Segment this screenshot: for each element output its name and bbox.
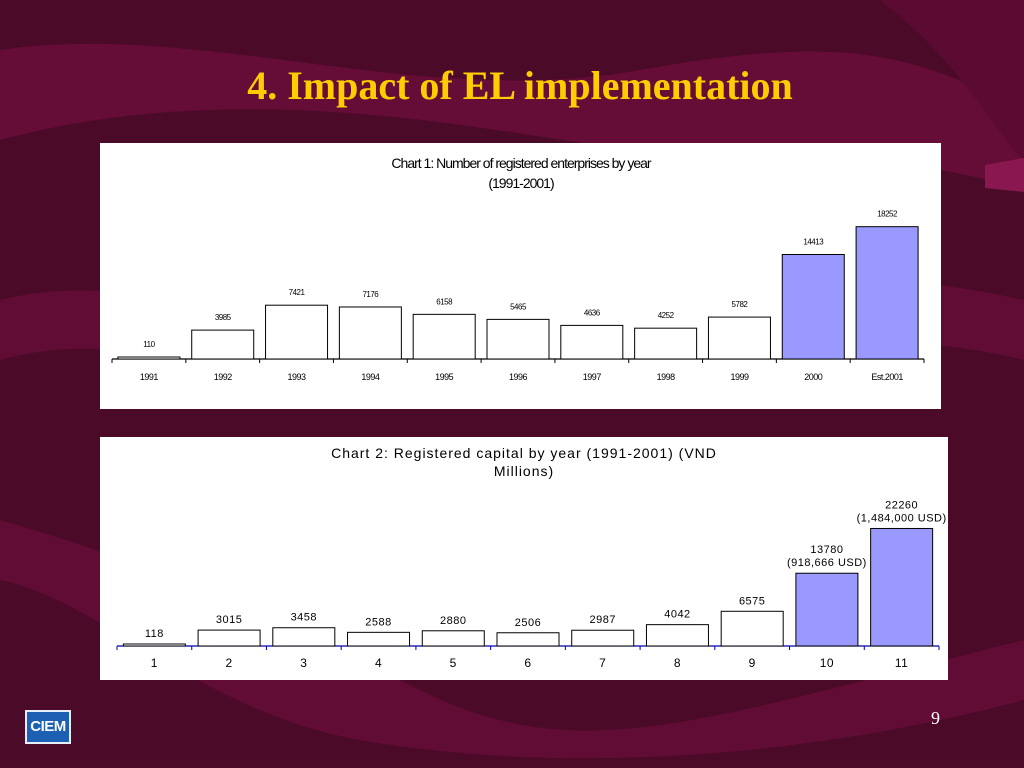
x-tick-label: 10: [820, 656, 834, 670]
data-label: 110: [143, 340, 155, 349]
chart-subtitle: Millions): [494, 463, 554, 479]
data-label: 2506: [515, 617, 541, 629]
bar-1991: [117, 356, 181, 360]
data-label: 13780: [810, 544, 843, 556]
bar-9: [720, 610, 784, 647]
bar-4: [347, 631, 411, 647]
x-tick-label: 8: [674, 656, 681, 670]
data-label: 14413: [803, 238, 824, 247]
bar-est-2001: [855, 226, 919, 360]
data-label: 3985: [215, 313, 232, 322]
data-label: 5465: [510, 302, 527, 311]
chart-subtitle: (1991-2001): [488, 175, 554, 191]
data-label: 4042: [664, 609, 690, 621]
x-tick-label: 2000: [804, 372, 823, 382]
data-label: 6158: [436, 297, 453, 306]
chart-2: Chart 2: Registered capital by year (199…: [116, 445, 947, 670]
x-tick-label: 1: [151, 656, 158, 670]
x-tick-label: 1997: [583, 372, 602, 382]
chart-title: Chart 2: Registered capital by year (199…: [331, 445, 717, 461]
data-label: 3015: [216, 614, 242, 626]
x-tick-label: 5: [450, 656, 457, 670]
bar-5: [421, 630, 485, 647]
data-label-note: (1,484,000 USD): [857, 512, 947, 524]
data-label: 3458: [291, 612, 317, 624]
bar-3: [272, 627, 336, 647]
x-tick-label: 1999: [730, 372, 749, 382]
bar-7: [571, 629, 635, 647]
bar-6: [496, 632, 560, 647]
bar-1992: [191, 329, 255, 360]
x-tick-label: Est.2001: [871, 372, 903, 382]
chart-1: Chart 1: Number of registered enterprise…: [111, 155, 925, 382]
data-label: 22260: [885, 499, 918, 511]
bar-2000: [781, 254, 845, 360]
bar-1997: [560, 324, 624, 360]
x-tick-label: 7: [599, 656, 606, 670]
bar-1993: [265, 304, 329, 360]
data-label: 2588: [365, 616, 391, 628]
x-tick-label: 9: [749, 656, 756, 670]
x-tick-label: 1992: [214, 372, 233, 382]
bar-8: [645, 624, 709, 647]
x-tick-label: 4: [375, 656, 382, 670]
x-tick-label: 1993: [288, 372, 307, 382]
x-tick-label: 1998: [657, 372, 676, 382]
data-label: 6575: [739, 595, 765, 607]
bar-11: [870, 527, 934, 647]
data-label: 7421: [289, 288, 306, 297]
x-tick-label: 1991: [140, 372, 159, 382]
x-tick-label: 6: [524, 656, 531, 670]
x-tick-label: 1996: [509, 372, 528, 382]
data-label: 2987: [589, 614, 615, 626]
bar-1994: [338, 306, 402, 360]
logo-text: CIEM: [30, 718, 66, 735]
data-label: 18252: [877, 210, 898, 219]
bar-1995: [412, 313, 476, 360]
x-tick-label: 3: [300, 656, 307, 670]
chart-2-panel: Chart 2: Registered capital by year (199…: [100, 437, 948, 680]
ciem-logo: CIEM: [25, 710, 71, 744]
chart-title: Chart 1: Number of registered enterprise…: [391, 155, 651, 171]
bar-1998: [634, 327, 698, 360]
x-tick-label: 2: [225, 656, 232, 670]
slide-title: 4. Impact of EL implementation: [247, 63, 793, 108]
x-tick-label: 11: [895, 656, 908, 670]
x-tick-label: 1995: [435, 372, 454, 382]
bar-2: [197, 629, 261, 647]
bar-1: [122, 643, 186, 647]
data-label: 2880: [440, 615, 466, 627]
data-label: 5782: [732, 300, 749, 309]
x-tick-label: 1994: [361, 372, 380, 382]
bar-1996: [486, 318, 550, 360]
data-label: 4252: [658, 311, 675, 320]
chart-1-panel: Chart 1: Number of registered enterprise…: [100, 143, 941, 409]
data-label-note: (918,666 USD): [787, 557, 867, 569]
data-label: 4636: [584, 308, 601, 317]
page-number: 9: [931, 708, 940, 728]
bar-10: [795, 572, 859, 647]
data-label: 7176: [362, 290, 379, 299]
bar-1999: [707, 316, 771, 360]
data-label: 118: [145, 628, 164, 640]
